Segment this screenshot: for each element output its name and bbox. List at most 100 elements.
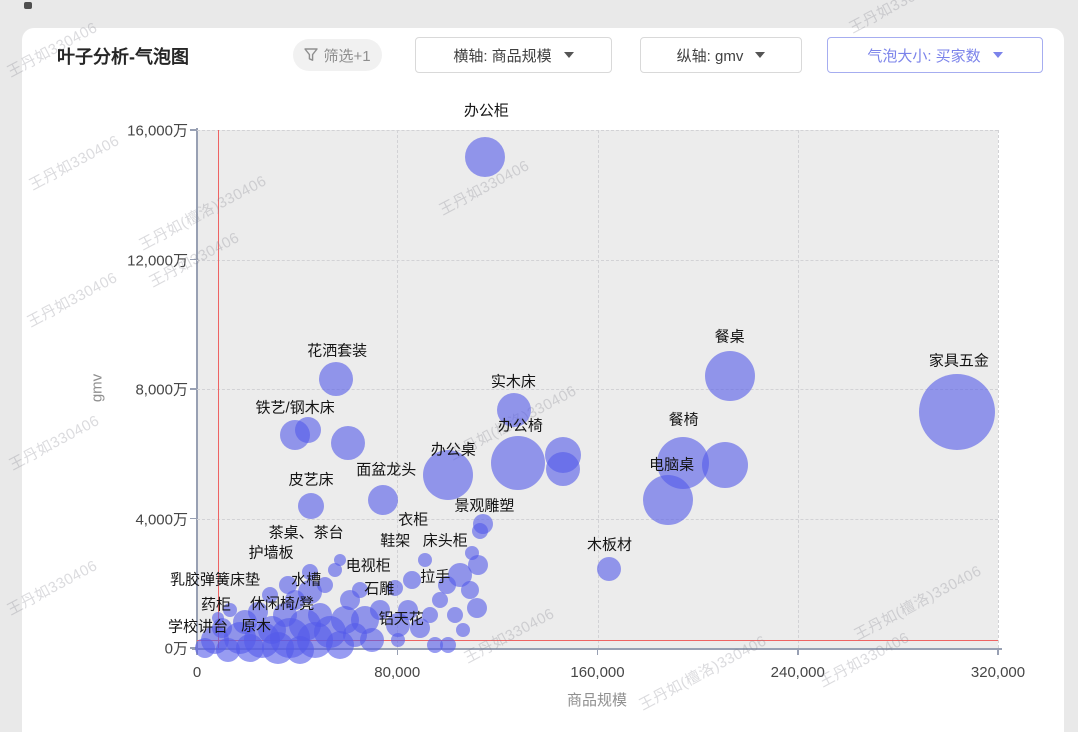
y-axis-tick-label: 4,000万 [135,511,188,528]
x-axis-tick [596,649,599,655]
bubble-label-衣柜: 衣柜 [398,511,429,529]
bubble-unlabeled[interactable] [391,632,406,647]
bubble-label-床头柜: 床头柜 [422,532,468,550]
filter-button[interactable]: 筛选+1 [293,39,382,71]
bubble-面盆龙头[interactable] [331,426,366,461]
bubble-label-实木床: 实木床 [490,373,536,391]
bubble-label-办公桌: 办公桌 [430,441,476,459]
bubble-cluster[interactable] [447,606,464,623]
x-axis-tick [797,649,799,655]
bubble-label-鞋架: 鞋架 [380,532,411,550]
x-axis-dropdown-label: 横轴: 商品规模 [453,47,552,65]
bubble-label-拉手: 拉手 [420,568,451,586]
reference-line-vertical [218,130,220,648]
x-axis-tick-label: 80,000 [374,664,421,681]
bubble-unlabeled[interactable] [465,545,480,560]
x-axis-dropdown[interactable]: 横轴: 商品规模 [415,37,612,73]
y-axis-dropdown[interactable]: 纵轴: gmv [640,37,802,73]
y-axis-tick [190,647,197,649]
y-axis-tick [190,258,197,261]
bubble-label-药柜: 药柜 [201,596,232,614]
bubble-label-办公柜: 办公柜 [463,102,509,120]
bubble-cluster[interactable] [248,602,269,623]
chevron-down-icon [755,52,766,58]
bubble-cluster[interactable] [360,627,385,652]
bubble-木板材[interactable] [596,557,621,581]
bubble-cluster[interactable] [440,637,457,654]
y-axis-dropdown-label: 纵轴: gmv [676,47,744,65]
bubble-cluster[interactable] [262,586,279,603]
bubble-label-餐椅: 餐椅 [668,411,699,429]
bubble-label-花洒套装: 花洒套装 [307,342,368,360]
bubble-cluster[interactable] [370,600,391,621]
bubble-unlabeled[interactable] [368,485,399,516]
y-axis-tick-label: 12,000万 [127,252,188,269]
bubble-size-dropdown-label: 气泡大小: 买家数 [867,47,981,65]
x-axis-tick-label: 0 [192,664,202,681]
bubble-cluster[interactable] [418,552,433,567]
y-axis-line [196,128,198,655]
bubble-办公椅[interactable] [491,435,546,490]
bubble-cluster[interactable] [334,553,347,566]
bubble-label-铝天花: 铝天花 [378,610,424,628]
bubble-cluster[interactable] [422,606,439,623]
filter-button-label: 筛选+1 [323,47,371,65]
bubble-餐桌[interactable] [704,351,755,402]
x-axis-tick-label: 320,000 [970,664,1026,681]
bubble-cluster[interactable] [410,617,431,638]
bubble-label-乳胶弹簧床垫: 乳胶弹簧床垫 [170,571,261,589]
bubble-cluster[interactable] [432,592,449,609]
bubble-景观雕塑[interactable] [473,514,494,534]
bubble-label-面盆龙头: 面盆龙头 [356,461,417,479]
bubble-unlabeled[interactable] [546,451,581,486]
bubble-cluster[interactable] [279,575,298,594]
bubble-label-护墙板: 护墙板 [248,544,294,562]
bubble-label-餐桌: 餐桌 [714,328,745,346]
bubble-label-景观雕塑: 景观雕塑 [454,497,515,515]
bubble-label-水槽: 水槽 [291,571,322,589]
bubble-cluster[interactable] [328,562,343,577]
bubble-cluster[interactable] [403,571,422,589]
x-axis-line [192,648,1002,650]
x-axis-tick-label: 240,000 [770,664,825,681]
y-axis-tick [190,388,197,390]
bubble-cluster[interactable] [317,576,334,593]
gridline-horizontal [197,518,998,520]
bubble-unlabeled[interactable] [467,597,488,618]
y-axis-tick [190,517,197,520]
clipped-toolbar-icon [24,2,32,9]
bubble-size-dropdown[interactable]: 气泡大小: 买家数 [827,37,1043,73]
bubble-cluster[interactable] [398,600,419,621]
bubble-家具五金[interactable] [918,373,995,450]
x-axis-tick [396,649,398,655]
bubble-cluster[interactable] [456,622,471,637]
bubble-cluster[interactable] [352,582,369,599]
bubble-办公桌[interactable] [423,449,474,500]
bubble-cluster[interactable] [302,563,319,580]
bubble-label-学校讲台: 学校讲台 [167,618,229,636]
gridline-horizontal [197,259,998,261]
y-axis-tick-label: 16,000万 [127,122,188,140]
bubble-cluster[interactable] [212,611,225,624]
bubble-cluster[interactable] [387,580,404,597]
bubble-花洒套装[interactable] [319,361,354,396]
x-axis-tick-label: 160,000 [570,664,625,681]
reference-line-horizontal [197,639,998,641]
y-axis-tick-label: 8,000万 [135,381,188,399]
gridline-vertical [998,130,999,648]
bubble-unlabeled[interactable] [427,637,444,654]
bubble-实木床[interactable] [497,393,532,428]
bubble-unlabeled[interactable] [701,441,748,488]
bubble-label-铁艺/钢木床: 铁艺/钢木床 [255,399,335,417]
bubble-铁艺/钢木床[interactable] [280,419,311,450]
bubble-cluster[interactable] [223,603,238,618]
bubble-cluster[interactable] [461,581,480,600]
funnel-icon [304,48,319,61]
bubble-办公柜[interactable] [465,136,506,177]
bubble-label-原木: 原木 [241,617,272,635]
bubble-电脑桌[interactable] [642,475,693,526]
bubble-皮艺床[interactable] [298,492,325,519]
page-title: 叶子分析-气泡图 [57,47,189,67]
bubble-label-办公椅: 办公椅 [497,417,543,435]
